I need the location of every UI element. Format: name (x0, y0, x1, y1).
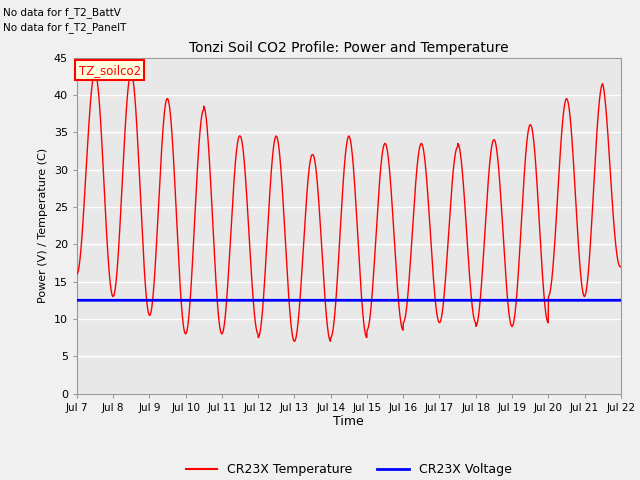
Title: Tonzi Soil CO2 Profile: Power and Temperature: Tonzi Soil CO2 Profile: Power and Temper… (189, 41, 509, 55)
Text: TZ_soilco2: TZ_soilco2 (79, 63, 141, 77)
Y-axis label: Power (V) / Temperature (C): Power (V) / Temperature (C) (38, 148, 48, 303)
X-axis label: Time: Time (333, 415, 364, 429)
Text: No data for f_T2_PanelT: No data for f_T2_PanelT (3, 22, 127, 33)
Legend: CR23X Temperature, CR23X Voltage: CR23X Temperature, CR23X Voltage (181, 458, 516, 480)
Text: No data for f_T2_BattV: No data for f_T2_BattV (3, 7, 121, 18)
